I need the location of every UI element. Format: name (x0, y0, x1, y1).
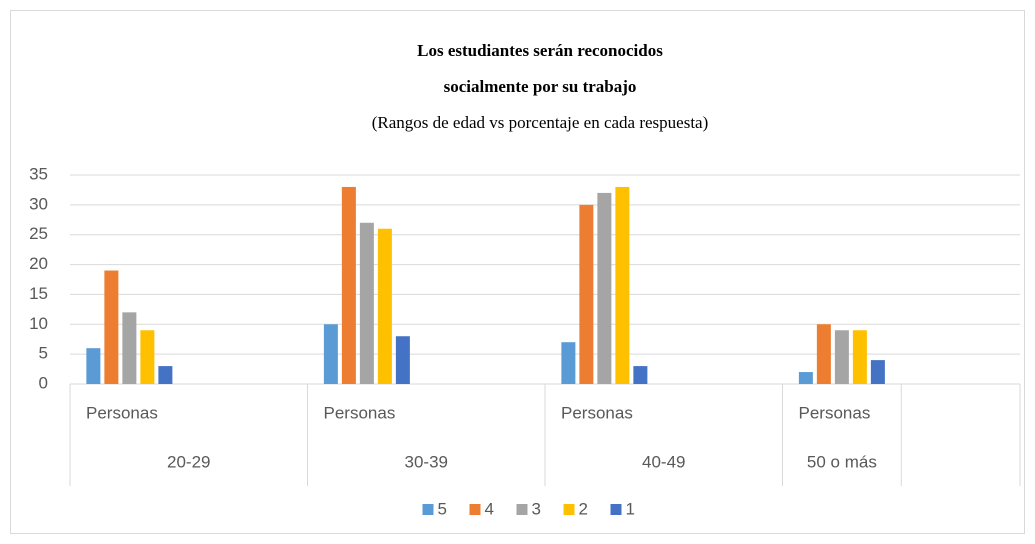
bar (816, 324, 831, 384)
chart-title: Los estudiantes serán reconocidos (417, 41, 663, 60)
bar (86, 348, 101, 384)
legend-label: 1 (626, 499, 635, 518)
legend-swatch (469, 504, 481, 515)
bar (579, 204, 594, 384)
bar (561, 342, 576, 384)
legend-label: 5 (438, 499, 447, 518)
group-label: 20-29 (167, 452, 210, 471)
legend-label: 2 (579, 499, 588, 518)
bar (359, 222, 374, 384)
y-tick-label: 15 (29, 284, 48, 303)
x-tick-label: Personas (324, 403, 396, 422)
legend-swatch (422, 504, 434, 515)
chart-title: socialmente por su trabajo (444, 77, 637, 96)
bar (122, 312, 137, 384)
bar (395, 336, 410, 384)
x-tick-label: Personas (799, 403, 871, 422)
y-tick-label: 5 (39, 344, 48, 363)
bar (158, 366, 173, 384)
y-tick-label: 30 (29, 194, 48, 213)
bar (615, 186, 630, 384)
legend-swatch (610, 504, 622, 515)
legend-label: 3 (532, 499, 541, 518)
legend-label: 4 (485, 499, 494, 518)
y-tick-label: 10 (29, 314, 48, 333)
y-tick-label: 25 (29, 224, 48, 243)
bar (633, 366, 648, 384)
group-label: 50 o más (807, 452, 877, 471)
chart-border (10, 10, 1025, 534)
bar (341, 186, 356, 384)
bar (834, 330, 849, 384)
x-tick-label: Personas (561, 403, 633, 422)
bar (852, 330, 867, 384)
bar (377, 228, 392, 384)
legend-swatch (563, 504, 575, 515)
bar (104, 270, 119, 384)
bar (597, 192, 612, 384)
chart-subtitle: (Rangos de edad vs porcentaje en cada re… (372, 113, 709, 132)
bar (870, 360, 885, 384)
y-tick-label: 0 (39, 373, 48, 392)
bar (140, 330, 155, 384)
bar (323, 324, 338, 384)
group-label: 40-49 (642, 452, 685, 471)
y-tick-label: 20 (29, 254, 48, 273)
y-tick-label: 35 (29, 164, 48, 183)
legend-swatch (516, 504, 528, 515)
group-label: 30-39 (405, 452, 448, 471)
x-tick-label: Personas (86, 403, 158, 422)
bar (798, 372, 813, 384)
